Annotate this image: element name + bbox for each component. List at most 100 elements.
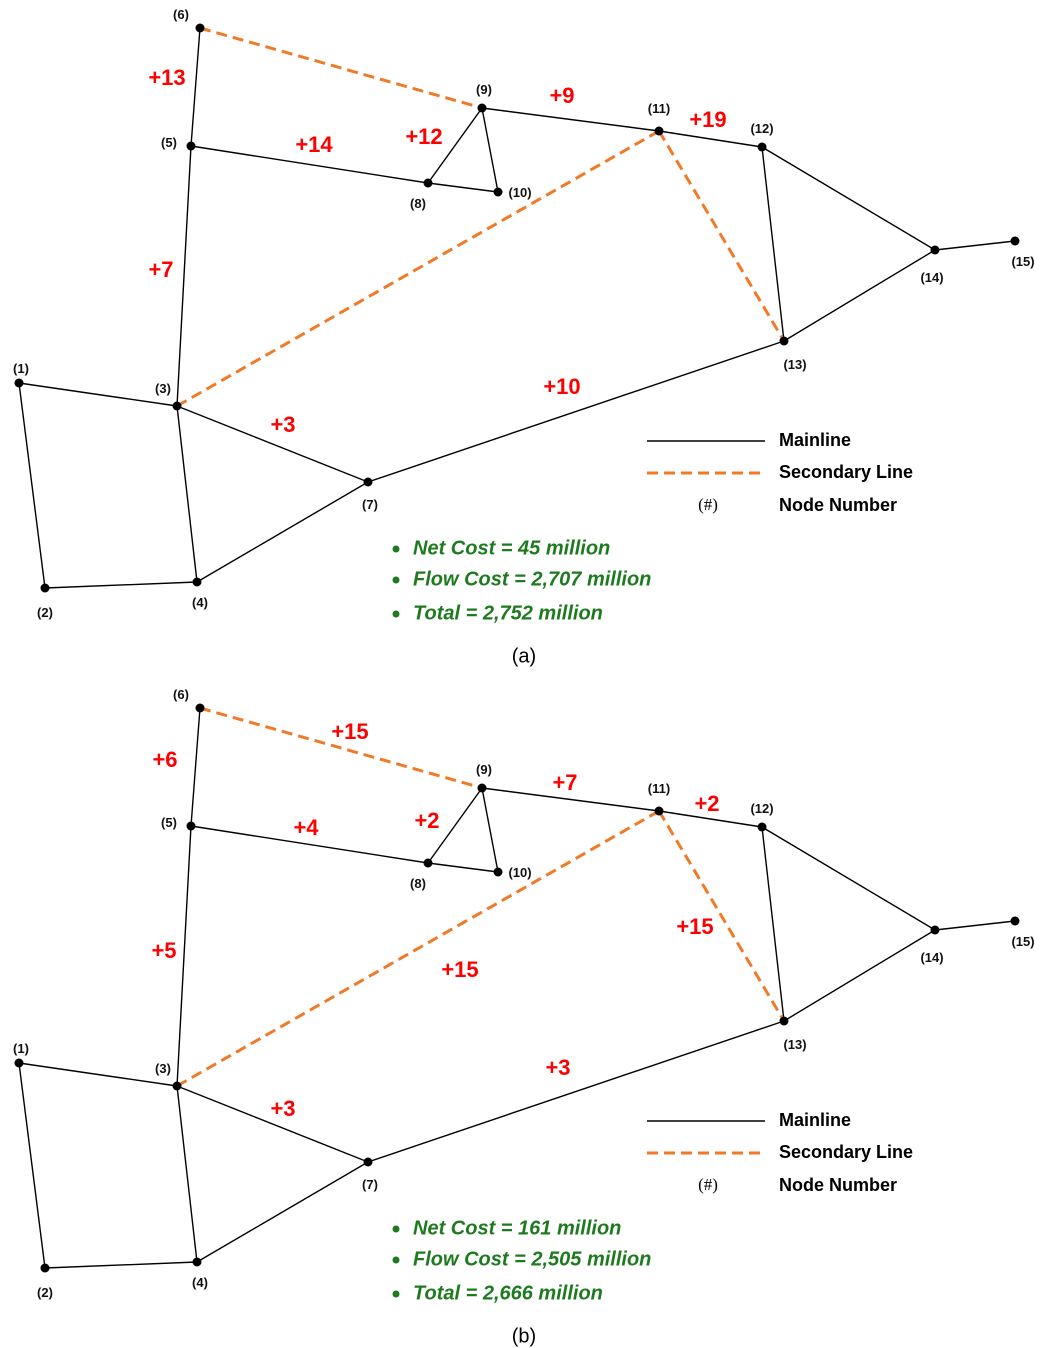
node-4: [192, 577, 202, 587]
mainline-edge-1-3: [18, 382, 178, 407]
mainline-edge-5-6: [190, 27, 201, 147]
secondary-edge-3-11: [176, 809, 660, 1088]
node-12: [757, 142, 767, 152]
node-label-9: (9): [476, 762, 492, 777]
node-label-11: (11): [648, 101, 670, 116]
mainline-edge-1-2: [18, 382, 46, 589]
mainline-edge-3-7: [176, 405, 369, 483]
capacity-label-8-9: +12: [405, 124, 442, 149]
panel-caption: (b): [512, 1325, 536, 1347]
node-label-5: (5): [161, 815, 177, 830]
node-label-1: (1): [13, 1041, 29, 1056]
mainline-edge-12-14: [761, 146, 936, 251]
node-label-5: (5): [161, 135, 177, 150]
secondary-edge-6-9: [199, 706, 483, 790]
mainline-edge-5-6: [190, 707, 201, 827]
summary-item: Total = 2,752 million: [413, 602, 603, 624]
mainline-edge-8-10: [427, 182, 499, 193]
node-3: [172, 401, 182, 411]
node-6: [195, 23, 205, 33]
node-13: [779, 336, 789, 346]
node-15: [1010, 916, 1020, 926]
node-11: [654, 806, 664, 816]
summary-item: Net Cost = 45 million: [413, 537, 610, 559]
mainline-edge-13-14: [783, 249, 936, 342]
mainline-edge-7-13: [367, 340, 785, 483]
mainline-edge-9-10: [481, 787, 499, 873]
mainline-edge-5-8: [190, 825, 429, 864]
node-label-6: (6): [173, 687, 189, 702]
mainline-edge-8-9: [427, 787, 483, 864]
node-11: [654, 126, 664, 136]
mainline-edge-11-12: [658, 810, 763, 828]
capacity-label-11-13: +15: [676, 914, 713, 939]
panel-caption: (a): [512, 645, 536, 667]
node-2: [40, 1263, 50, 1273]
mainline-edge-9-10: [481, 107, 499, 193]
capacity-label-3-5: +5: [151, 938, 176, 963]
summary-bullet: [392, 1290, 400, 1298]
mainline-edge-8-9: [427, 107, 483, 184]
capacity-label-11-12: +19: [689, 107, 726, 132]
capacity-label-3-5: +7: [148, 257, 173, 282]
legend-node-label: Node Number: [779, 1175, 897, 1195]
legend: Mainline Secondary Line (#) Node Number: [647, 430, 913, 515]
legend-node-symbol: (#): [698, 1175, 718, 1194]
node-5: [186, 821, 196, 831]
capacity-label-3-7: +3: [270, 1096, 295, 1121]
node-1: [14, 1058, 24, 1068]
capacity-label-3-7: +3: [270, 412, 295, 437]
capacity-label-8-9: +2: [414, 808, 439, 833]
legend-secondary-label: Secondary Line: [779, 1142, 913, 1162]
legend-node-symbol: (#): [698, 495, 718, 514]
node-label-13: (13): [783, 1037, 806, 1052]
node-12: [757, 822, 767, 832]
node-9: [477, 783, 487, 793]
node-label-8: (8): [410, 876, 426, 891]
node-6: [195, 703, 205, 713]
node-label-6: (6): [173, 7, 189, 22]
mainline-edge-2-4: [44, 1261, 198, 1269]
summary-bullet: [392, 610, 400, 618]
mainline-edge-12-13: [761, 826, 785, 1022]
node-label-3: (3): [155, 1061, 171, 1076]
node-label-15: (15): [1011, 934, 1034, 949]
node-label-10: (10): [508, 865, 531, 880]
panel-b: (1) (2) (3) (4) (5) (6) (7) (8) (9) (10) (11) (12) (…: [13, 687, 1035, 1347]
legend-mainline-label: Mainline: [779, 430, 851, 450]
capacity-label-9-11: +7: [552, 770, 577, 795]
secondary-edge-11-13: [657, 130, 786, 342]
mainline-edge-3-7: [176, 1085, 369, 1163]
node-14: [930, 925, 940, 935]
legend: Mainline Secondary Line (#) Node Number: [647, 1110, 913, 1195]
node-label-15: (15): [1011, 254, 1034, 269]
node-label-14: (14): [920, 950, 943, 965]
mainline-edge-12-13: [761, 146, 785, 342]
node-5: [186, 141, 196, 151]
capacity-label-9-11: +9: [549, 83, 574, 108]
node-label-3: (3): [155, 381, 171, 396]
node-label-12: (12): [750, 801, 773, 816]
summary-bullet: [392, 545, 400, 553]
mainline-edge-8-10: [427, 862, 499, 873]
node-label-7: (7): [362, 1177, 378, 1192]
legend-secondary-label: Secondary Line: [779, 462, 913, 482]
node-label-9: (9): [476, 82, 492, 97]
node-8: [423, 858, 433, 868]
summary-item: Total = 2,666 million: [413, 1282, 603, 1304]
summary-bullet: [392, 1225, 400, 1233]
mainline-edge-3-4: [176, 405, 198, 583]
node-13: [779, 1016, 789, 1026]
node-15: [1010, 236, 1020, 246]
summary-item: Net Cost = 161 million: [413, 1217, 621, 1239]
node-label-13: (13): [783, 357, 806, 372]
secondary-edge-6-9: [199, 26, 483, 110]
node-label-10: (10): [508, 185, 531, 200]
node-label-4: (4): [192, 1275, 208, 1290]
node-2: [40, 583, 50, 593]
summary-item: Flow Cost = 2,505 million: [413, 1248, 651, 1270]
node-7: [363, 1157, 373, 1167]
node-label-2: (2): [37, 1285, 53, 1300]
mainline-edge-4-7: [196, 481, 369, 583]
